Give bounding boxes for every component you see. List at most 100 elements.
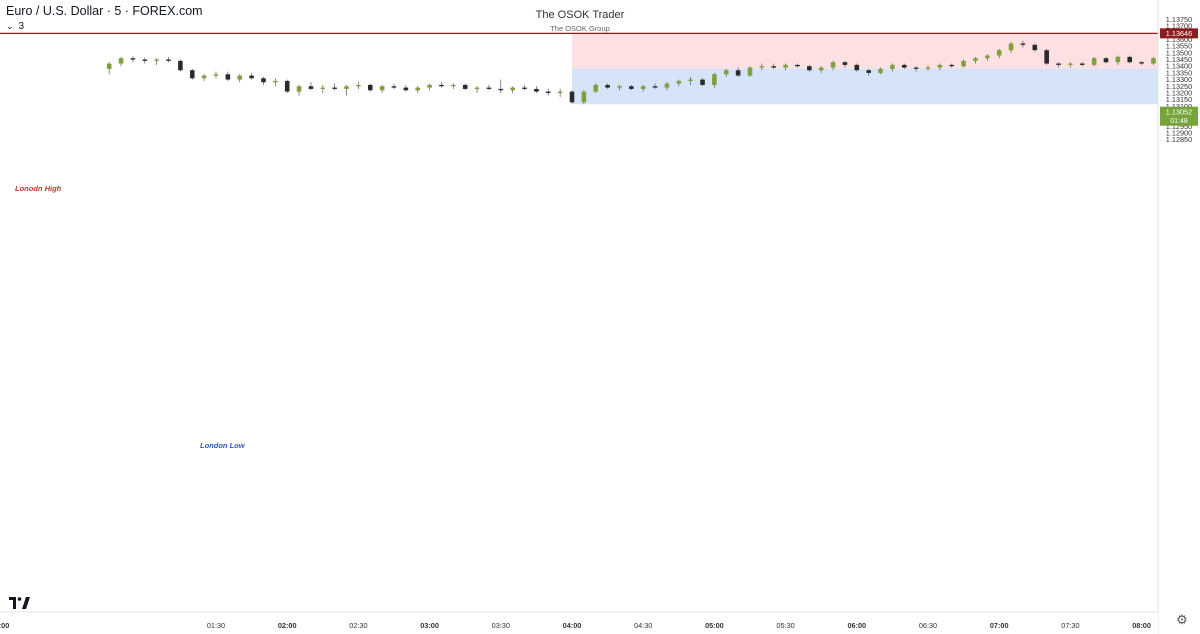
time-tick-label: 05:00 [705, 621, 724, 630]
candle-0210 [308, 82, 314, 91]
candle-body [367, 84, 373, 91]
candle-body [818, 67, 824, 71]
candle-0545 [818, 66, 824, 73]
candle-0130 [213, 71, 219, 79]
candle-0050 [118, 56, 124, 67]
candle-0155 [273, 78, 278, 87]
candle-body [1056, 63, 1061, 65]
candle-0510 [735, 67, 741, 77]
candle-body [771, 66, 777, 68]
price-tick-label: 1.13350 [1166, 68, 1192, 77]
gear-icon[interactable]: ⚙ [1176, 612, 1188, 627]
candle-0710 [1020, 40, 1026, 48]
candle-body [439, 84, 444, 87]
price-tick-label: 1.13600 [1166, 35, 1192, 44]
price-tick-label: 1.13250 [1166, 82, 1192, 91]
candle-body [747, 67, 753, 76]
price-tick-label: 1.13700 [1166, 22, 1192, 31]
candle-body [403, 87, 409, 91]
candle-body [237, 75, 243, 80]
candle-0635 [937, 63, 943, 71]
candle-body [723, 70, 729, 75]
candle-0430 [640, 84, 646, 92]
price-tick-label: 1.13450 [1166, 55, 1192, 64]
candle-body [249, 75, 254, 79]
indicator-toggle[interactable]: ⌄ 3 [6, 21, 24, 32]
candle-0535 [795, 63, 800, 68]
candle-body [842, 62, 848, 65]
candle-body [866, 70, 871, 73]
candle-body [451, 84, 456, 87]
time-tick-label: 07:30 [1061, 621, 1079, 630]
time-tick-label: 03:30 [492, 621, 510, 630]
candle-body [605, 84, 610, 88]
candle-0500 [712, 72, 717, 88]
candle-0620 [901, 63, 907, 69]
candle-body [652, 86, 658, 88]
candle-body [130, 58, 136, 60]
premium-zone [572, 68, 1200, 105]
symbol-title[interactable]: Euro / U.S. Dollar · 5 · FOREX.com [6, 4, 203, 18]
candle-0310 [451, 83, 456, 89]
candle-body [1008, 43, 1014, 51]
candle-body [1079, 63, 1085, 65]
candle-0650 [973, 56, 978, 64]
level-price-badge [1160, 28, 1198, 39]
candle-0550 [830, 60, 836, 71]
candle-0215 [320, 84, 326, 93]
candle-0615 [890, 63, 895, 72]
candle-0515 [747, 66, 753, 77]
candle-body [201, 75, 207, 79]
candle-body [676, 80, 682, 84]
price-tick-label: 1.13150 [1166, 95, 1192, 104]
candle-body [700, 79, 705, 85]
candle-0240 [379, 84, 385, 93]
candle-0640 [949, 63, 955, 68]
time-tick-label: 03:00 [420, 621, 439, 630]
candle-body [854, 64, 860, 71]
candle-body [154, 59, 159, 61]
candle-0805 [1151, 56, 1156, 65]
candle-body [617, 86, 622, 88]
candle-0340 [522, 84, 527, 91]
candle-body [1127, 56, 1133, 63]
candle-0645 [961, 59, 966, 68]
price-axis[interactable]: 1.137501.137001.136501.136001.135501.135… [1157, 0, 1200, 634]
candle-0045 [106, 62, 112, 75]
candle-body [522, 87, 527, 89]
candle-0435 [652, 83, 658, 89]
candle-0705 [1008, 42, 1014, 53]
candle-body [1032, 44, 1038, 51]
candle-0520 [759, 63, 765, 71]
annotations-layer: Daily Bearish OrderblockLonodn HighLondo… [15, 184, 246, 450]
time-axis[interactable]: :00 01:30 02:00 02:30 03:00 03:30 04:00 04:30 05… [0, 611, 1200, 634]
candle-body [498, 88, 504, 91]
candle-0625 [913, 66, 919, 72]
london-high-label: Lonodn High [15, 184, 62, 193]
candle-body [462, 84, 468, 89]
candle-body [1103, 58, 1109, 63]
candle-body [178, 60, 183, 71]
candle-body [1151, 58, 1156, 64]
candle-body [735, 70, 741, 76]
candle-body [213, 74, 219, 76]
candle-0110 [166, 56, 171, 63]
candle-0400 [569, 90, 575, 104]
candle-0800 [1139, 60, 1144, 65]
chevron-down-icon[interactable]: ⌄ [6, 21, 14, 31]
time-tick-label: 02:30 [349, 621, 367, 630]
candle-0320 [474, 86, 480, 93]
candle-body [284, 80, 290, 92]
candle-0750 [1115, 55, 1121, 65]
candle-0315 [462, 83, 468, 91]
candle-0055 [130, 56, 136, 63]
time-tick-label: 06:30 [919, 621, 937, 630]
candle-body [474, 87, 480, 89]
tradingview-logo-icon[interactable] [9, 597, 31, 609]
candle-0115 [178, 59, 183, 72]
candle-body [759, 66, 765, 68]
candle-body [273, 80, 278, 83]
candle-body [356, 84, 361, 87]
candle-body [189, 70, 195, 79]
